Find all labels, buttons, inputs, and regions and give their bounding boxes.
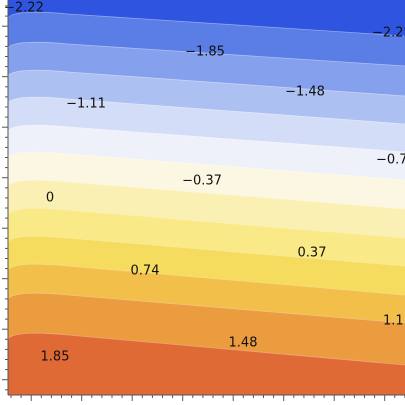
contour-line (7, 332, 405, 366)
contour-label: 1.48 (229, 336, 258, 351)
contour-labels: −2.22 −2.22 −1.85 −1.48 −1.11 −0.74 −0.37 0 0.37… (4, 1, 405, 365)
contour-label: −1.11 (66, 97, 106, 112)
contour-lines (7, 11, 405, 366)
contour-label: −0.74 (376, 153, 405, 168)
contour-line (7, 69, 405, 97)
contour-line (7, 179, 405, 210)
contour-line (7, 11, 405, 37)
contour-band (7, 332, 405, 396)
contour-label: 1.85 (41, 350, 70, 365)
contour-line (7, 207, 405, 239)
contour-line (7, 96, 405, 125)
contour-line (7, 263, 405, 296)
contour-label: 0.74 (131, 264, 160, 279)
contour-label: −2.22 (4, 1, 44, 16)
contour-label: −0.37 (182, 174, 222, 189)
contour-bands (7, 0, 405, 396)
contour-label: −2.22 (372, 26, 405, 41)
contour-label: −1.48 (285, 85, 325, 100)
contour-line (7, 41, 405, 67)
contour-line (7, 151, 405, 181)
contour-line (7, 124, 405, 153)
contour-label: 1.11 (383, 314, 405, 329)
contour-label: 0.37 (298, 246, 327, 261)
contour-label: 0 (46, 191, 54, 206)
contour-label: −1.85 (185, 45, 225, 60)
contour-line (7, 235, 405, 267)
contour-line (7, 292, 405, 324)
